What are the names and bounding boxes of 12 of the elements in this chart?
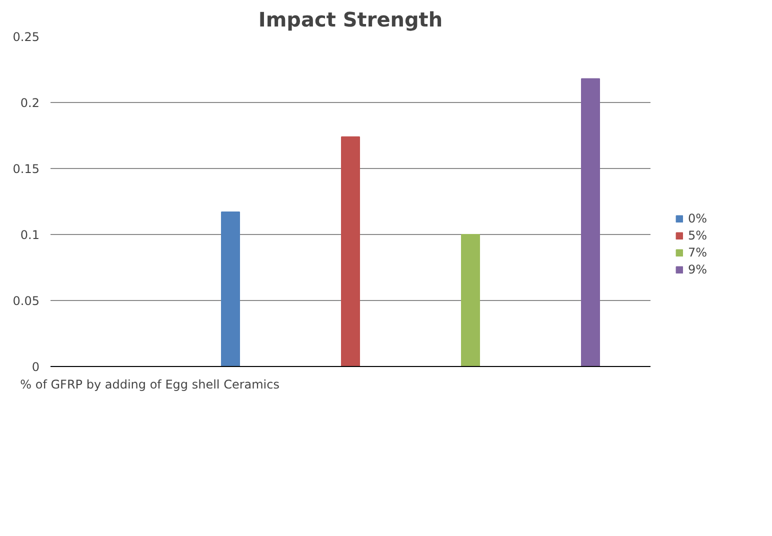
legend-label: 0% [688, 212, 708, 226]
x-tick-label: % of GFRP by adding of Egg shell Ceramics [20, 378, 280, 392]
legend-label: 5% [688, 228, 708, 242]
y-tick-label: 0.25 [12, 30, 40, 44]
y-tick-label: 0.1 [20, 228, 40, 242]
y-tick-label: 0.15 [12, 162, 40, 176]
y-tick-label: 0.2 [20, 96, 40, 110]
legend-label: 7% [688, 246, 708, 260]
y-tick-label: 0.05 [12, 294, 40, 308]
legend-label: 9% [688, 262, 708, 276]
chart-title: Impact Strength [258, 8, 443, 32]
y-tick-label: 0 [32, 360, 40, 374]
